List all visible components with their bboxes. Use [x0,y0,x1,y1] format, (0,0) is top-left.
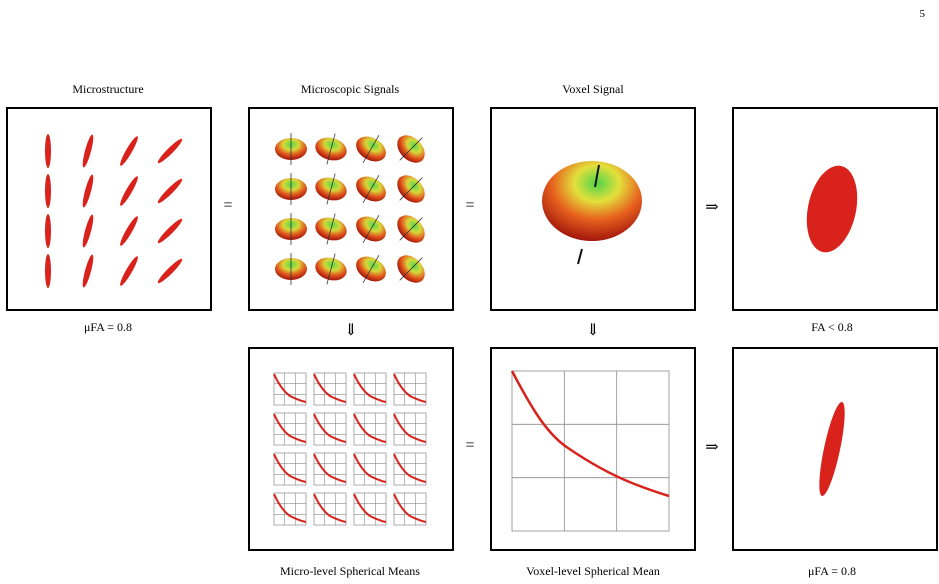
implies-2: ⇒ [705,439,719,456]
caption-fa-top: FA < 0.8 [811,320,853,334]
caption-micro-means: Micro-level Spherical Means [280,564,420,578]
panel-voxel-signal [490,107,696,311]
mu-fa-ellipse [819,402,845,496]
panel-fa [732,107,938,311]
panel-mu-fa [732,347,938,551]
panel-microstructure [6,107,212,311]
caption-mu-fa-bottom: μFA = 0.8 [808,564,856,578]
panel-voxel-mean [490,347,696,551]
equals-3: = [465,437,475,454]
voxel-glyph [542,161,642,265]
page-number: 5 [919,8,926,20]
voxel-mean-chart [510,370,670,532]
implies-1: ⇒ [705,199,719,216]
microstructure-ellipses [45,134,183,288]
title-microscopic-signals: Microscopic Signals [300,82,400,96]
caption-voxel-mean: Voxel-level Spherical Mean [526,564,660,578]
caption-mu-fa-top: μFA = 0.8 [84,320,132,334]
micro-means-grid [273,372,427,526]
panel-microscopic-signals [248,107,454,311]
equals-2: = [465,197,475,214]
equals-1: = [223,197,233,214]
down-arrow-2: ⇓ [586,322,600,339]
fa-ellipse [806,165,858,253]
down-arrow-1: ⇓ [344,322,358,339]
microscopic-glyphs [275,133,425,285]
title-voxel-signal: Voxel Signal [562,82,624,96]
title-microstructure: Microstructure [72,82,144,96]
panel-micro-means [248,347,454,551]
